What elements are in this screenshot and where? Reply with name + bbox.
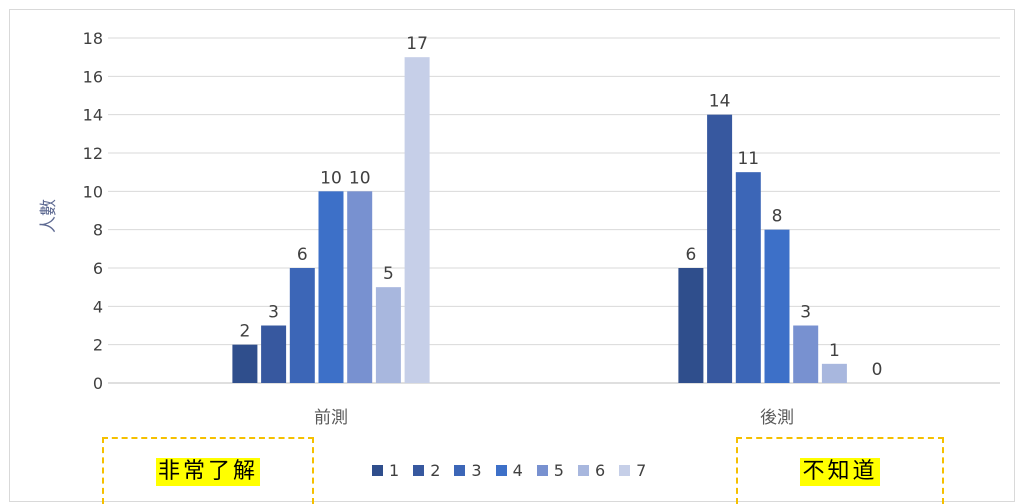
legend-item: 2 bbox=[413, 461, 440, 480]
bar bbox=[793, 325, 819, 383]
right-annotation-label: 不知道 bbox=[800, 457, 880, 486]
legend-label: 7 bbox=[636, 461, 647, 480]
bar bbox=[707, 114, 733, 384]
data-label: 6 bbox=[297, 245, 308, 265]
legend-swatch bbox=[372, 465, 383, 476]
data-label: 2 bbox=[239, 322, 250, 342]
legend: 1 2 3 4 5 6 7 bbox=[372, 461, 646, 480]
bar bbox=[678, 268, 704, 383]
data-label: 3 bbox=[268, 303, 279, 323]
left-annotation-label: 非常了解 bbox=[155, 457, 260, 486]
legend-item: 5 bbox=[536, 461, 564, 480]
data-label: 6 bbox=[685, 245, 696, 265]
data-label: 14 bbox=[709, 92, 731, 112]
data-label: 0 bbox=[872, 360, 883, 380]
legend-item: 7 bbox=[619, 461, 646, 480]
bar bbox=[764, 229, 790, 383]
y-tick-label: 2 bbox=[93, 336, 103, 355]
y-tick-label: 10 bbox=[83, 182, 103, 201]
bars bbox=[232, 57, 847, 384]
legend-label: 4 bbox=[512, 461, 523, 480]
legend-label: 1 bbox=[389, 461, 400, 480]
legend-swatch bbox=[454, 465, 466, 476]
chart-frame bbox=[9, 9, 1015, 502]
right-annotation-box: 不知道 bbox=[736, 437, 944, 504]
data-label: 11 bbox=[737, 149, 759, 169]
bar bbox=[261, 325, 287, 383]
y-tick-label: 18 bbox=[83, 29, 103, 48]
legend-swatch bbox=[413, 465, 425, 476]
legend-item: 6 bbox=[577, 461, 606, 480]
bar bbox=[821, 363, 847, 383]
legend-swatch bbox=[577, 465, 589, 476]
data-label: 8 bbox=[772, 207, 783, 227]
bar bbox=[375, 287, 401, 383]
left-annotation-box: 非常了解 bbox=[102, 437, 314, 504]
bar bbox=[318, 191, 344, 383]
y-tick-label: 14 bbox=[83, 106, 103, 125]
legend-swatch bbox=[619, 465, 631, 476]
legend-label: 5 bbox=[553, 461, 564, 480]
data-label: 10 bbox=[320, 168, 342, 188]
legend-label: 3 bbox=[471, 461, 482, 480]
data-label: 3 bbox=[800, 303, 811, 323]
legend-item: 1 bbox=[372, 461, 399, 480]
y-tick-label: 16 bbox=[83, 67, 103, 86]
y-axis-ticks: 0 2 4 6 8 10 12 14 16 18 bbox=[83, 29, 103, 393]
legend-item: 3 bbox=[454, 461, 482, 480]
y-axis-label: 人數 bbox=[39, 199, 59, 233]
data-label: 5 bbox=[383, 264, 394, 284]
legend-swatch bbox=[536, 465, 548, 476]
legend-swatch bbox=[495, 465, 507, 476]
bar bbox=[404, 57, 430, 384]
y-tick-label: 4 bbox=[93, 297, 103, 316]
bar bbox=[289, 268, 315, 383]
legend-label: 2 bbox=[430, 461, 441, 480]
y-tick-label: 12 bbox=[83, 144, 103, 163]
x-tick-label: 後測 bbox=[760, 408, 794, 428]
legend-label: 6 bbox=[594, 461, 606, 480]
x-tick-label: 前測 bbox=[314, 408, 348, 428]
legend-item: 4 bbox=[495, 461, 523, 480]
bar bbox=[232, 344, 258, 383]
data-label: 1 bbox=[829, 341, 840, 361]
y-tick-label: 0 bbox=[93, 374, 103, 393]
y-tick-label: 6 bbox=[93, 259, 103, 278]
bar bbox=[735, 172, 761, 383]
x-axis-ticks: 前測 後測 bbox=[314, 408, 794, 428]
data-label: 17 bbox=[406, 34, 428, 54]
y-tick-label: 8 bbox=[93, 221, 103, 240]
bar bbox=[347, 191, 373, 383]
data-label: 10 bbox=[349, 168, 371, 188]
